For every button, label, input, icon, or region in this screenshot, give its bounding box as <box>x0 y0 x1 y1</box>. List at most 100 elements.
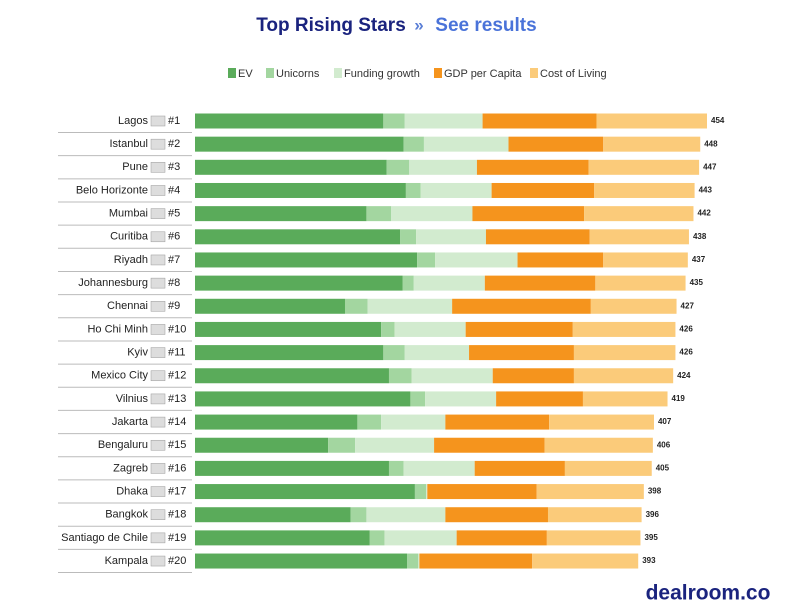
bar-segment <box>445 507 548 523</box>
legend-swatch <box>530 68 538 78</box>
rank-label: #9 <box>168 300 180 312</box>
bar-segment <box>491 182 595 198</box>
legend-swatch <box>434 68 442 78</box>
bar-segment <box>418 553 420 569</box>
bar-segment <box>434 437 545 453</box>
rank-label: #19 <box>168 532 186 544</box>
bar-segment <box>407 553 419 569</box>
total-label: 406 <box>657 440 671 449</box>
bar-segment <box>409 159 477 175</box>
total-label: 435 <box>690 278 704 287</box>
bar-segment <box>195 530 370 546</box>
bar-segment <box>595 275 686 291</box>
bar-segment <box>482 113 597 129</box>
bar-segment <box>582 391 668 407</box>
bar-segment <box>404 345 470 361</box>
rank-label: #6 <box>168 231 180 243</box>
bar-segment <box>384 530 457 546</box>
category-label: Bengaluru <box>98 439 148 451</box>
bar-segment <box>405 182 421 198</box>
flag-icon <box>150 463 166 474</box>
total-label: 407 <box>658 417 672 426</box>
bar-segment <box>603 136 701 152</box>
bar-segment <box>195 182 406 198</box>
bar-segment <box>417 252 436 268</box>
bar-segment <box>445 414 550 430</box>
brand: dealroom.co <box>646 582 771 605</box>
bar-segment <box>573 368 674 384</box>
flag-icon <box>150 532 166 544</box>
flag-icon <box>150 347 166 358</box>
bar-segment <box>400 229 417 245</box>
bar-segment <box>388 368 412 384</box>
bar-segment <box>465 321 573 337</box>
category-label: Vilnius <box>116 393 149 405</box>
category-label: Kyiv <box>127 347 148 359</box>
category-label: Pune <box>122 161 148 173</box>
bar-segment <box>355 437 435 453</box>
bar-segment <box>452 298 591 314</box>
flag-icon <box>150 115 166 127</box>
rank-label: #11 <box>168 347 186 359</box>
flag-icon <box>150 138 166 150</box>
bar-segment <box>195 206 367 222</box>
bar-segment <box>195 345 384 361</box>
bar-segment <box>419 553 533 569</box>
bar-segment <box>195 136 404 152</box>
total-label: 442 <box>697 209 711 218</box>
bar-segment <box>403 460 475 476</box>
bar-segment <box>508 136 604 152</box>
category-label: Mumbai <box>109 208 148 220</box>
total-label: 443 <box>699 186 713 195</box>
see-results-link[interactable]: See results <box>435 15 536 36</box>
bar-segment <box>394 321 466 337</box>
rank-label: #3 <box>168 161 180 173</box>
separator: » <box>414 15 423 34</box>
rank-label: #16 <box>168 462 186 474</box>
bar-segment <box>404 113 483 129</box>
total-label: 398 <box>648 487 662 496</box>
rank-label: #15 <box>168 439 186 451</box>
bar-segment <box>328 437 356 453</box>
bar-segment <box>383 345 405 361</box>
bar-segment <box>573 345 676 361</box>
bar-segment <box>403 136 424 152</box>
bar-segment <box>435 252 518 268</box>
bar-segment <box>456 530 547 546</box>
rank-label: #14 <box>168 416 186 428</box>
bar-segment <box>588 159 700 175</box>
bar-segment <box>474 460 565 476</box>
bar-segment <box>411 368 493 384</box>
bar-segment <box>420 182 492 198</box>
legend-label: Funding growth <box>344 68 420 80</box>
category-label: Riyadh <box>114 254 148 266</box>
flag-icon <box>150 486 166 497</box>
bar-segment <box>195 553 408 569</box>
bar-segment <box>195 321 382 337</box>
legend-swatch <box>266 68 274 78</box>
bar-segment <box>366 507 446 523</box>
category-label: Zagreb <box>113 462 148 474</box>
rank-label: #18 <box>168 509 186 521</box>
total-label: 437 <box>692 255 706 264</box>
legend-label: Unicorns <box>276 68 320 80</box>
category-label: Lagos <box>118 115 148 127</box>
total-label: 395 <box>644 533 658 542</box>
category-label: Kampala <box>105 555 149 567</box>
rank-label: #1 <box>168 115 180 127</box>
bar-segment <box>195 229 401 245</box>
category-label: Chennai <box>107 300 148 312</box>
rank-label: #7 <box>168 254 180 266</box>
flag-icon <box>150 254 166 266</box>
bar-segment <box>391 206 473 222</box>
bar-segment <box>589 229 689 245</box>
total-label: 426 <box>679 348 693 357</box>
category-label: Jakarta <box>112 416 149 428</box>
category-label: Mexico City <box>91 370 148 382</box>
category-label: Istanbul <box>109 138 148 150</box>
bar-segment <box>572 321 676 337</box>
total-label: 448 <box>704 139 718 148</box>
total-label: 438 <box>693 232 707 241</box>
bar-segment <box>594 182 695 198</box>
bar-segment <box>381 414 446 430</box>
